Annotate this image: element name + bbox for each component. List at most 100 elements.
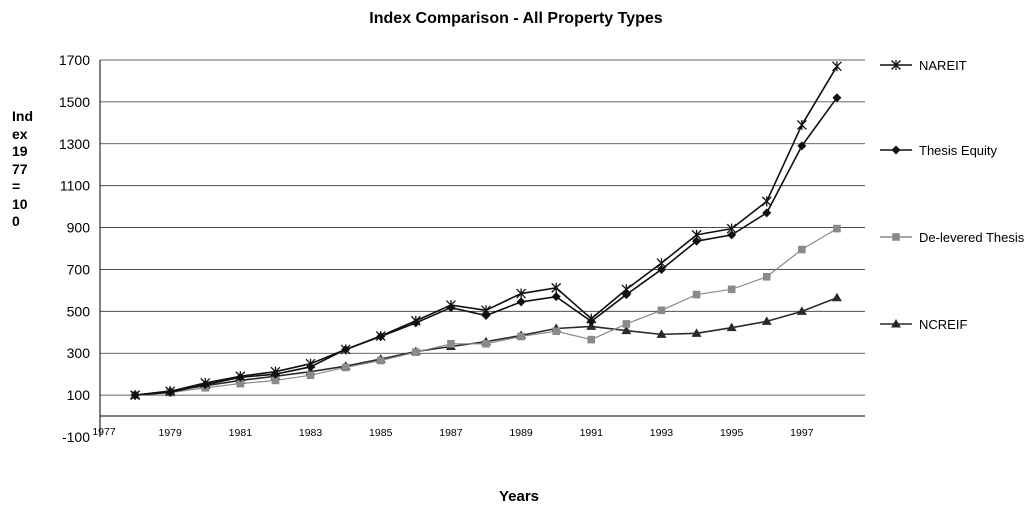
data-point <box>761 196 772 207</box>
x-axis-label: Years <box>498 488 540 505</box>
series-lines <box>130 61 842 401</box>
data-point <box>621 325 632 335</box>
data-point <box>796 306 807 315</box>
data-point <box>270 366 281 377</box>
x-tick-label: 1977 <box>92 426 116 438</box>
data-point <box>586 313 597 324</box>
legend-marker <box>891 60 901 70</box>
data-point <box>516 297 526 307</box>
data-point <box>691 328 702 337</box>
legend-item: NAREIT <box>880 58 967 73</box>
legend-label: NAREIT <box>919 58 967 73</box>
series-thesis-equity <box>130 93 842 400</box>
data-point <box>726 223 737 234</box>
y-axis-label: Ind ex 19 77 = 10 0 <box>12 108 33 229</box>
data-point <box>656 264 666 274</box>
data-point <box>692 290 701 299</box>
series-nareit <box>130 61 842 401</box>
data-point <box>340 344 351 355</box>
x-tick-label: 1981 <box>229 427 253 439</box>
data-point <box>656 329 667 338</box>
data-point <box>761 316 772 325</box>
data-point <box>235 371 246 382</box>
data-point <box>727 285 736 294</box>
legend-item: Thesis Equity <box>880 143 998 158</box>
data-point <box>796 119 807 130</box>
data-point <box>587 335 596 344</box>
data-point <box>200 377 211 388</box>
data-point <box>165 386 176 397</box>
y-tick-label: 100 <box>67 387 91 403</box>
legend-item: NCREIF <box>880 317 967 332</box>
data-point <box>656 258 667 269</box>
y-tick-label: 300 <box>67 345 91 361</box>
data-point <box>762 272 771 281</box>
data-point <box>305 358 316 369</box>
data-point <box>445 300 456 311</box>
x-tick-label: 1987 <box>439 427 463 439</box>
data-point <box>236 379 245 388</box>
data-point <box>410 315 421 326</box>
data-point <box>516 288 527 299</box>
data-point <box>831 292 842 302</box>
data-point <box>341 363 350 372</box>
x-tick-label: 1991 <box>580 427 604 439</box>
data-point <box>412 348 420 356</box>
legend-marker <box>892 233 900 241</box>
y-tick-label: 700 <box>67 261 91 277</box>
x-tick-labels: 1977 1979 1981 1983 1985 1987 1989 1991 1993 1995… <box>92 426 813 439</box>
data-point <box>375 331 386 342</box>
legend-marker <box>891 145 901 155</box>
data-point <box>831 61 842 72</box>
data-point <box>621 284 632 295</box>
data-point <box>832 93 842 103</box>
data-point <box>551 292 561 302</box>
data-point <box>622 320 631 328</box>
data-point <box>833 224 841 233</box>
y-tick-labels: -100 100 300 500 700 900 1100 1300 1500 1700 <box>59 52 90 445</box>
data-point <box>306 371 315 380</box>
chart-title: Index Comparison - All Property Types <box>369 10 663 27</box>
data-point <box>692 236 702 246</box>
y-tick-label: 1300 <box>59 136 90 152</box>
legend-item: De-levered Thesis <box>880 230 1025 245</box>
data-point <box>726 322 737 332</box>
y-tick-label: 1100 <box>60 178 90 194</box>
series-line <box>135 97 838 396</box>
x-tick-label: 1995 <box>720 427 744 439</box>
data-point <box>447 339 455 348</box>
x-tick-label: 1997 <box>790 427 814 439</box>
y-tick-label: 1700 <box>59 52 90 68</box>
data-point <box>481 305 491 316</box>
legend-marker <box>891 319 901 328</box>
data-point <box>798 245 806 254</box>
axes <box>99 60 865 437</box>
data-point <box>797 141 807 151</box>
data-point <box>482 339 490 348</box>
y-tick-label: 900 <box>67 220 91 236</box>
data-point <box>517 332 525 341</box>
data-point <box>271 376 280 385</box>
data-point <box>376 356 385 365</box>
y-tick-label: 1500 <box>59 94 90 110</box>
y-tick-label: -100 <box>62 429 90 445</box>
legend-label: De-levered Thesis <box>919 230 1025 245</box>
x-tick-label: 1993 <box>650 427 674 439</box>
legend-label: NCREIF <box>919 317 967 332</box>
data-point <box>657 306 666 315</box>
data-point <box>762 208 772 218</box>
data-point <box>727 230 737 240</box>
data-point <box>552 327 560 336</box>
gridlines <box>100 59 865 396</box>
legend-label: Thesis Equity <box>919 143 998 158</box>
x-tick-label: 1979 <box>159 427 183 439</box>
data-point <box>130 390 141 401</box>
y-tick-label: 500 <box>67 303 91 319</box>
x-tick-label: 1983 <box>299 427 323 439</box>
legend: NAREIT Thesis Equity De-levered Thesis NCRE… <box>880 58 1025 332</box>
data-point <box>551 282 562 293</box>
x-tick-label: 1989 <box>509 427 533 439</box>
x-tick-label: 1985 <box>369 427 393 439</box>
data-point <box>691 229 702 240</box>
